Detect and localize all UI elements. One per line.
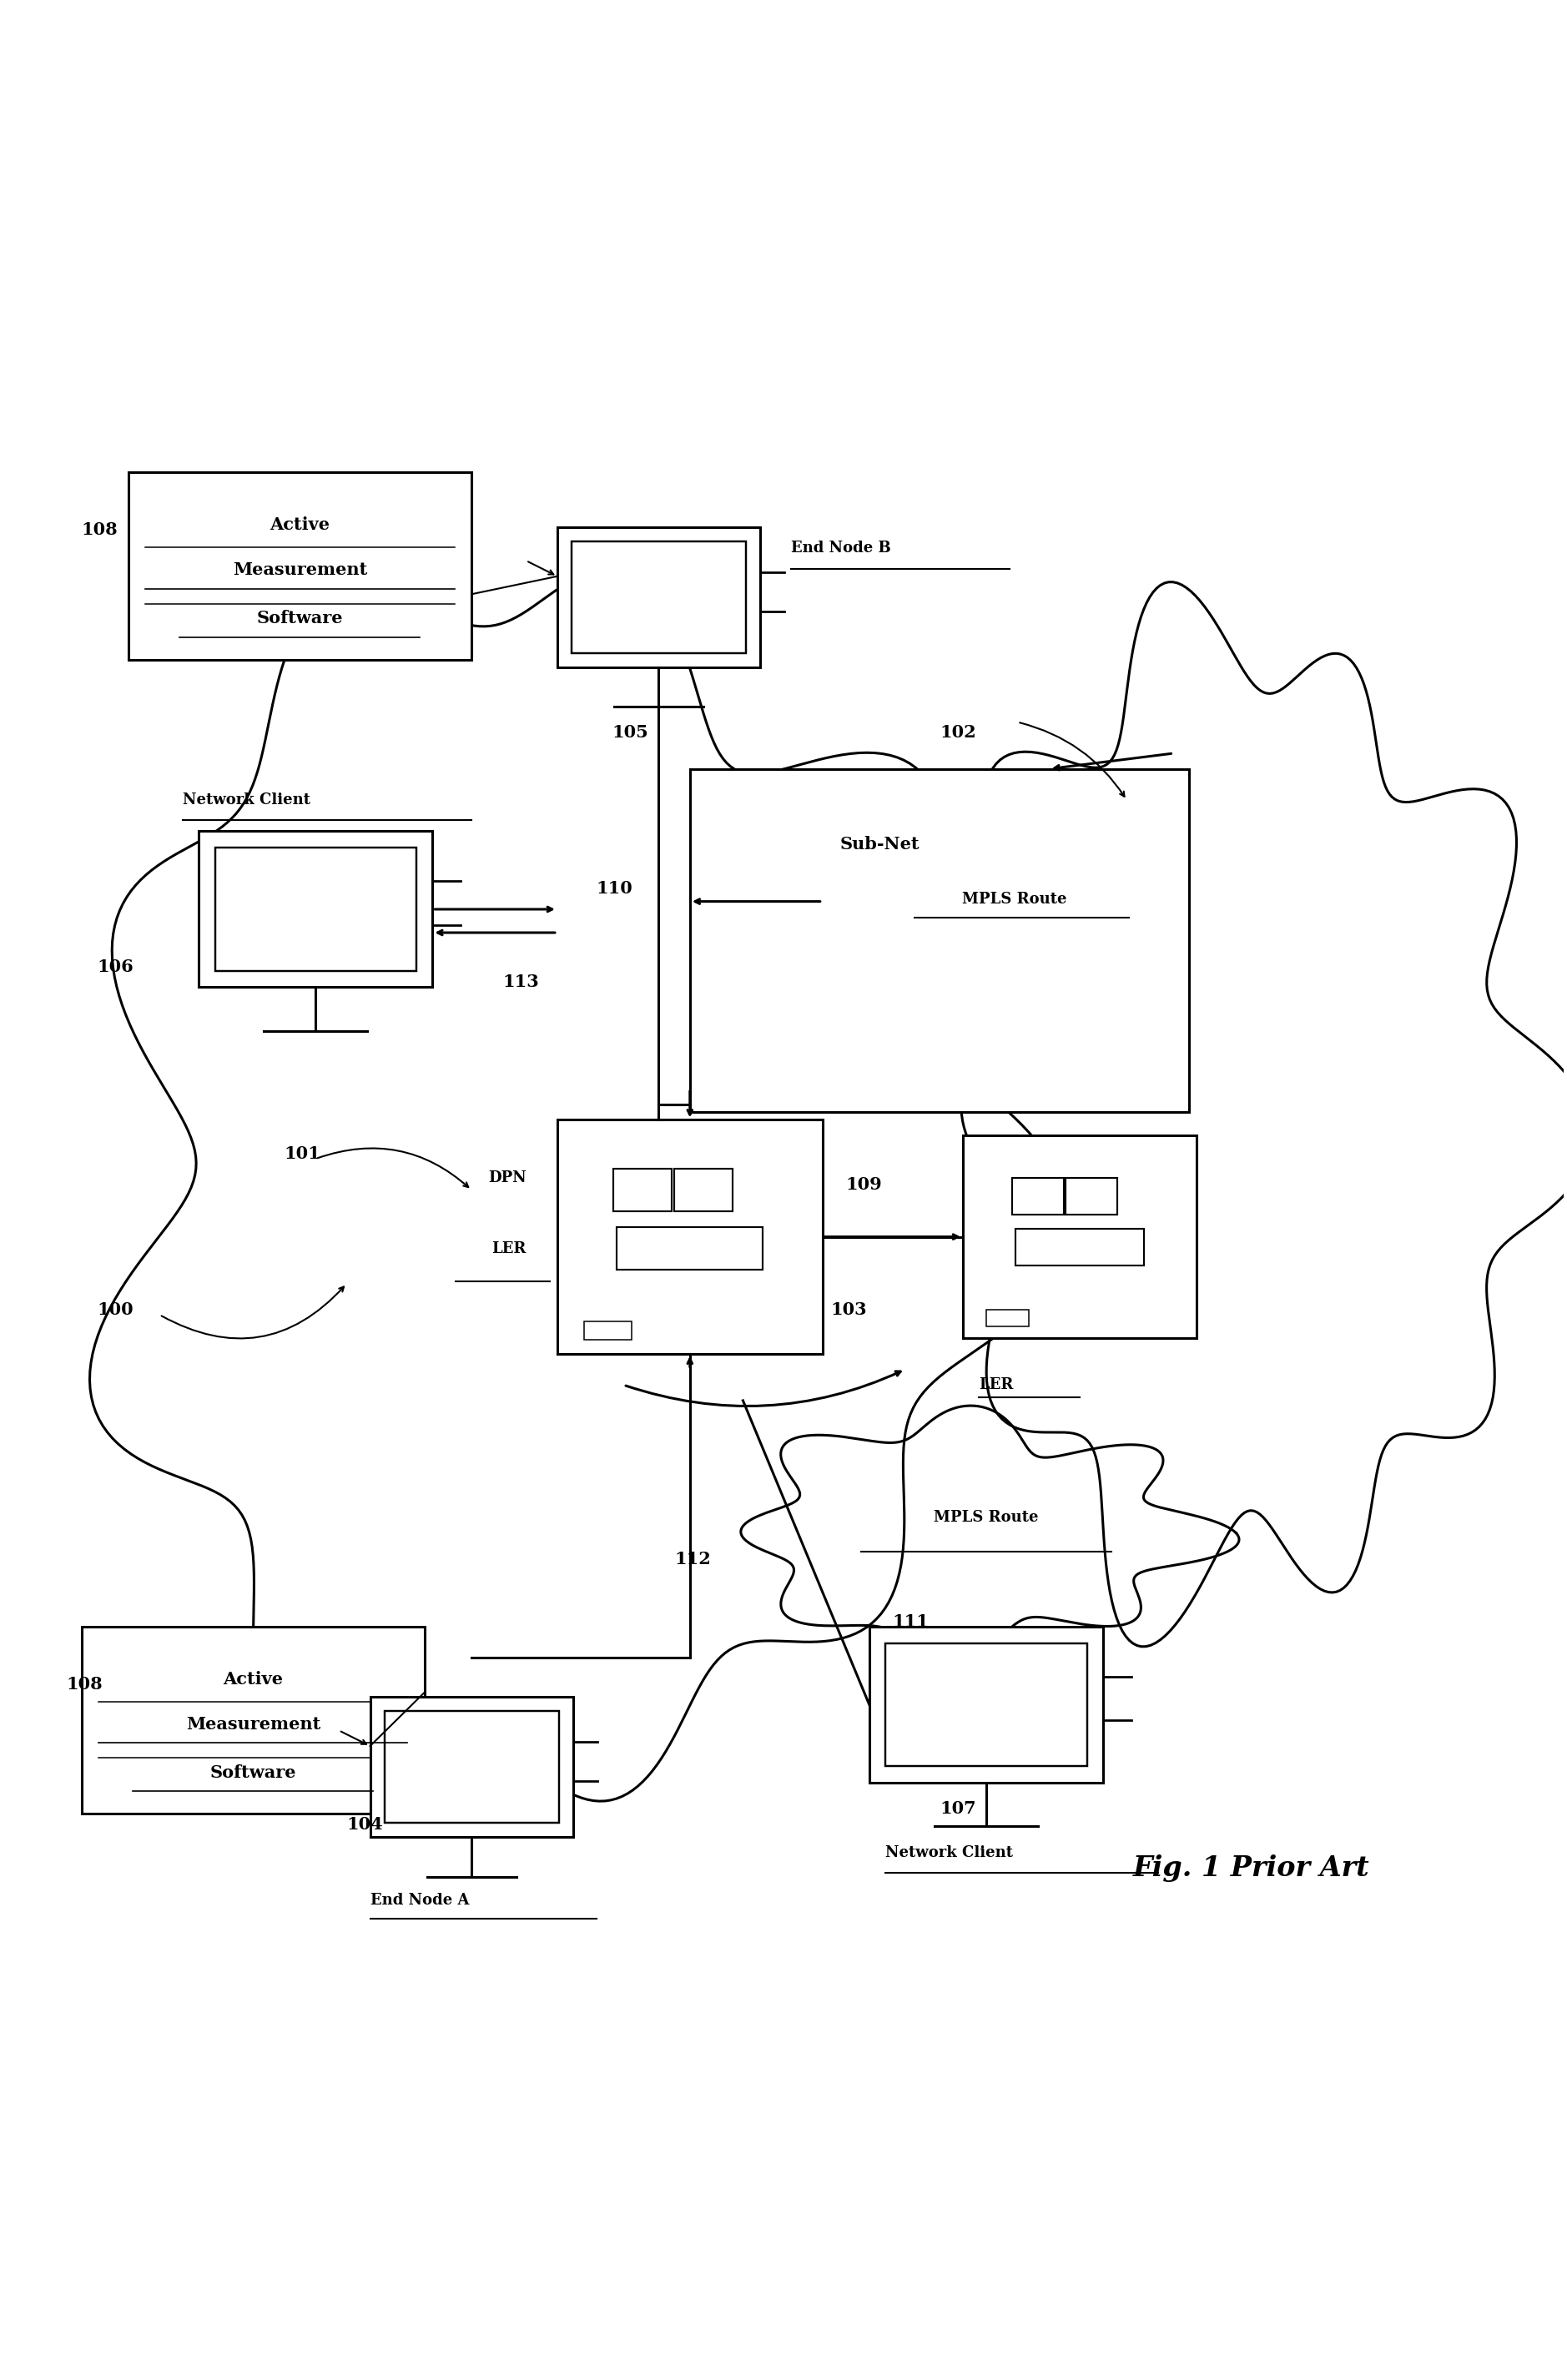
Text: Active: Active bbox=[223, 1671, 284, 1687]
Bar bbox=[870, 1626, 1103, 1783]
Text: DPN: DPN bbox=[487, 1171, 527, 1185]
Bar bbox=[1066, 1178, 1117, 1214]
Bar bbox=[215, 847, 417, 971]
Text: MPLS Route: MPLS Route bbox=[962, 892, 1067, 907]
Text: 102: 102 bbox=[940, 724, 976, 740]
Bar bbox=[128, 474, 472, 659]
Text: 110: 110 bbox=[597, 881, 633, 897]
Text: End Node B: End Node B bbox=[791, 540, 892, 555]
Bar bbox=[384, 1711, 559, 1823]
Bar bbox=[613, 1169, 671, 1211]
Polygon shape bbox=[741, 1407, 1239, 1656]
Text: 113: 113 bbox=[503, 973, 539, 990]
Text: 112: 112 bbox=[674, 1552, 711, 1568]
Text: 106: 106 bbox=[97, 959, 133, 976]
Polygon shape bbox=[961, 583, 1567, 1647]
Bar bbox=[370, 1697, 574, 1837]
Bar bbox=[584, 1321, 632, 1340]
Bar bbox=[689, 769, 1189, 1111]
Text: Fig. 1 Prior Art: Fig. 1 Prior Art bbox=[1133, 1854, 1370, 1883]
Text: Measurement: Measurement bbox=[232, 562, 367, 578]
Bar bbox=[81, 1626, 425, 1814]
Bar bbox=[962, 1135, 1197, 1338]
Text: 109: 109 bbox=[846, 1176, 882, 1192]
Text: Network Client: Network Client bbox=[885, 1845, 1012, 1861]
Bar bbox=[199, 831, 432, 988]
Text: 103: 103 bbox=[831, 1302, 867, 1319]
Text: LER: LER bbox=[492, 1240, 527, 1257]
Text: 108: 108 bbox=[66, 1676, 102, 1692]
Bar bbox=[885, 1642, 1087, 1766]
Text: Active: Active bbox=[270, 516, 331, 533]
Bar bbox=[617, 1228, 763, 1269]
Text: 108: 108 bbox=[81, 521, 118, 538]
Bar bbox=[558, 526, 760, 666]
Polygon shape bbox=[89, 569, 1069, 1804]
Bar bbox=[986, 1309, 1028, 1326]
Text: Sub-Net: Sub-Net bbox=[840, 835, 920, 852]
Text: Network Client: Network Client bbox=[183, 793, 310, 807]
Text: 107: 107 bbox=[940, 1802, 976, 1818]
Bar bbox=[1012, 1178, 1064, 1214]
Text: Measurement: Measurement bbox=[186, 1716, 320, 1733]
Bar bbox=[674, 1169, 732, 1211]
Bar bbox=[1015, 1228, 1144, 1266]
Text: 111: 111 bbox=[893, 1614, 929, 1630]
Bar bbox=[572, 540, 746, 652]
Text: 101: 101 bbox=[284, 1145, 321, 1161]
Text: MPLS Route: MPLS Route bbox=[934, 1509, 1039, 1526]
Text: 100: 100 bbox=[97, 1302, 133, 1319]
Bar bbox=[558, 1121, 823, 1354]
Text: 104: 104 bbox=[346, 1816, 384, 1833]
Text: Software: Software bbox=[257, 609, 343, 626]
Text: 105: 105 bbox=[611, 724, 649, 740]
Text: End Node A: End Node A bbox=[370, 1892, 469, 1909]
Text: Software: Software bbox=[210, 1764, 296, 1780]
Text: LER: LER bbox=[978, 1378, 1012, 1392]
